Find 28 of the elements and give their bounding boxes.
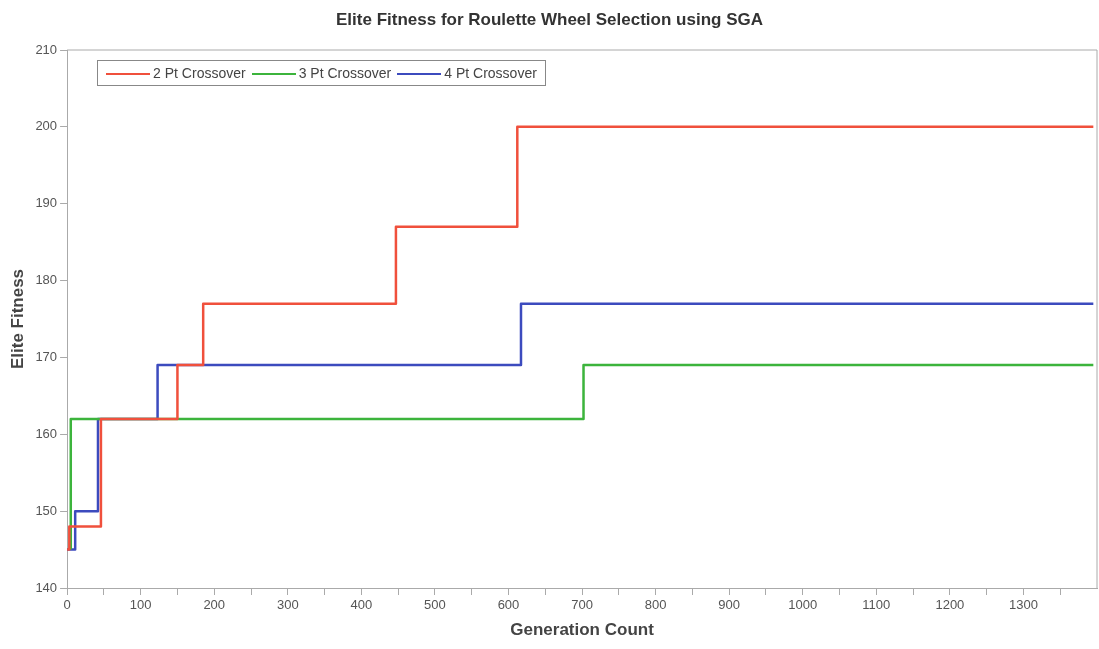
x-tick-label: 300: [276, 597, 299, 613]
legend-label: 4 Pt Crossover: [443, 65, 537, 81]
x-tick-label: 500: [424, 597, 446, 613]
y-tick-label: 210: [35, 41, 58, 57]
x-tick-label: 1200: [935, 597, 965, 613]
x-tick-label: 800: [644, 597, 667, 613]
x-tick-label: 1100: [862, 597, 891, 613]
legend-label: 3 Pt Crossover: [297, 65, 392, 81]
y-tick-label: 150: [35, 502, 58, 518]
y-tick-label: 200: [35, 118, 58, 134]
x-tick-label: 0: [63, 597, 71, 613]
x-tick-label: 1300: [1008, 597, 1038, 613]
x-tick-label: 400: [350, 597, 373, 613]
y-tick-label: 170: [35, 349, 58, 365]
x-axis-title: Generation Count: [510, 620, 655, 640]
x-tick-label: 1000: [788, 597, 818, 613]
chart-title: Elite Fitness for Roulette Wheel Selection using SGA: [335, 10, 764, 30]
x-tick-label: 100: [129, 597, 152, 613]
y-axis-title: Elite Fitness: [7, 268, 27, 370]
y-tick-label: 160: [35, 425, 58, 441]
x-tick-label: 900: [718, 597, 741, 613]
y-tick-label: 190: [35, 195, 58, 211]
y-tick-label: 140: [35, 579, 58, 595]
x-tick-label: 700: [571, 597, 593, 613]
legend-label: 2 Pt Crossover: [152, 65, 246, 81]
y-tick-label: 180: [35, 272, 58, 288]
x-tick-label: 600: [497, 597, 520, 613]
x-tick-label: 200: [203, 597, 226, 613]
